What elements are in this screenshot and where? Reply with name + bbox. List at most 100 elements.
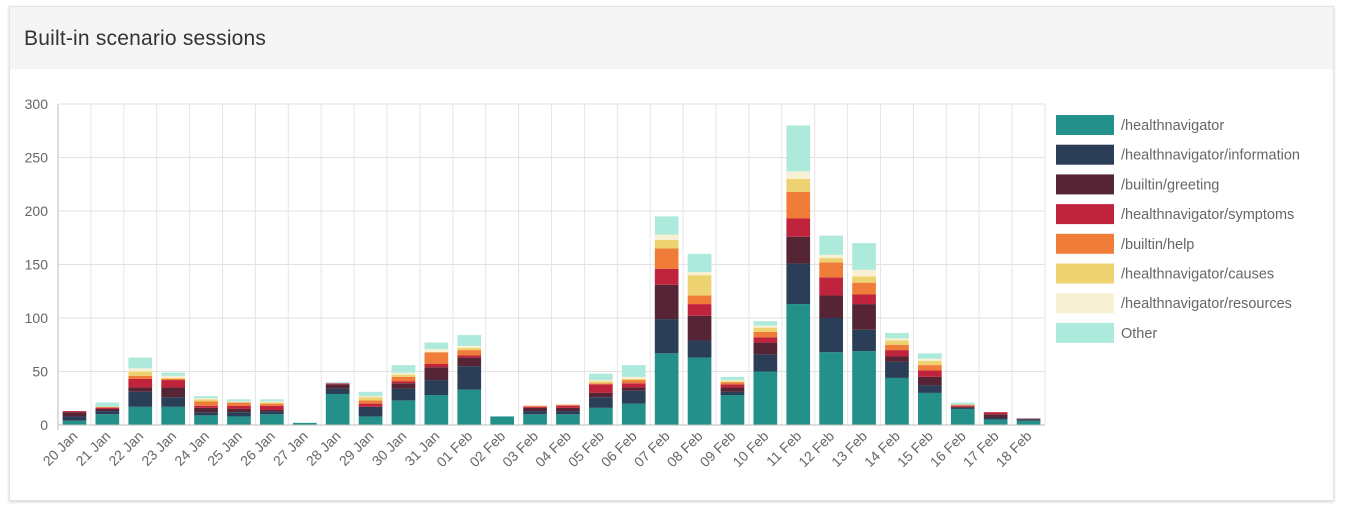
bar-segment[interactable] xyxy=(852,304,876,330)
bar-segment[interactable] xyxy=(720,384,745,388)
bar-segment[interactable] xyxy=(325,382,350,384)
bar-segment[interactable] xyxy=(424,364,449,368)
bar-segment[interactable] xyxy=(1016,419,1041,421)
legend-item[interactable]: /healthnavigator xyxy=(1056,115,1224,135)
bar-segment[interactable] xyxy=(819,258,843,263)
bar-segment[interactable] xyxy=(391,388,416,401)
bar-segment[interactable] xyxy=(260,403,284,406)
bar-segment[interactable] xyxy=(457,355,482,358)
bar-segment[interactable] xyxy=(194,399,218,402)
bar-segment[interactable] xyxy=(95,407,120,409)
bar-segment[interactable] xyxy=(852,282,876,295)
bar-segment[interactable] xyxy=(918,385,942,393)
bar-segment[interactable] xyxy=(325,384,350,389)
bar-segment[interactable] xyxy=(885,356,909,362)
bar-segment[interactable] xyxy=(687,304,712,316)
bar-segment[interactable] xyxy=(424,352,449,365)
bar-segment[interactable] xyxy=(589,397,613,408)
bar-segment[interactable] xyxy=(62,416,87,421)
bar-segment[interactable] xyxy=(523,414,547,425)
bar-segment[interactable] xyxy=(918,360,942,366)
bar-segment[interactable] xyxy=(918,392,942,425)
bar-segment[interactable] xyxy=(457,357,482,367)
bar-segment[interactable] xyxy=(720,382,745,385)
bar-segment[interactable] xyxy=(227,416,251,425)
bar-segment[interactable] xyxy=(885,332,909,339)
bar-segment[interactable] xyxy=(523,407,547,412)
bar-segment[interactable] xyxy=(786,218,811,237)
bar-segment[interactable] xyxy=(654,234,679,240)
bar-segment[interactable] xyxy=(457,350,482,356)
bar-segment[interactable] xyxy=(918,370,942,377)
bar-segment[interactable] xyxy=(852,294,876,305)
bar-segment[interactable] xyxy=(687,253,712,272)
bar-segment[interactable] xyxy=(950,404,975,406)
bar-segment[interactable] xyxy=(194,407,218,413)
legend-item[interactable]: /healthnavigator/symptoms xyxy=(1056,204,1294,225)
bar-segment[interactable] xyxy=(852,243,876,270)
bar-segment[interactable] xyxy=(819,295,843,318)
bar-segment[interactable] xyxy=(720,380,745,382)
bar-segment[interactable] xyxy=(95,408,120,412)
legend-item[interactable]: Other xyxy=(1056,322,1157,343)
bar-segment[interactable] xyxy=(391,400,416,425)
bar-segment[interactable] xyxy=(424,367,449,381)
bar-segment[interactable] xyxy=(62,412,87,417)
bar-segment[interactable] xyxy=(391,383,416,389)
bar-segment[interactable] xyxy=(753,327,778,332)
bar-segment[interactable] xyxy=(391,381,416,384)
bar-segment[interactable] xyxy=(391,372,416,375)
bar-segment[interactable] xyxy=(128,406,153,425)
bar-segment[interactable] xyxy=(687,271,712,276)
bar-segment[interactable] xyxy=(62,411,87,413)
bar-segment[interactable] xyxy=(786,263,811,305)
bar-segment[interactable] xyxy=(523,406,547,408)
bar-segment[interactable] xyxy=(621,365,646,377)
bar-segment[interactable] xyxy=(852,269,876,277)
bar-segment[interactable] xyxy=(753,354,778,372)
bar-segment[interactable] xyxy=(391,365,416,373)
bar-segment[interactable] xyxy=(260,399,284,402)
bar-segment[interactable] xyxy=(161,372,185,376)
bar-segment[interactable] xyxy=(950,402,975,405)
bar-segment[interactable] xyxy=(358,406,383,417)
bar-segment[interactable] xyxy=(589,384,613,393)
bar-segment[interactable] xyxy=(227,402,251,406)
bar-segment[interactable] xyxy=(227,412,251,417)
bar-segment[interactable] xyxy=(753,371,778,426)
bar-segment[interactable] xyxy=(589,380,613,382)
bar-segment[interactable] xyxy=(128,378,153,388)
bar-segment[interactable] xyxy=(950,405,975,407)
bar-segment[interactable] xyxy=(589,407,613,425)
bar-segment[interactable] xyxy=(687,340,712,358)
bar-segment[interactable] xyxy=(325,393,350,425)
bar-segment[interactable] xyxy=(161,375,185,378)
bar-segment[interactable] xyxy=(161,380,185,388)
bar-segment[interactable] xyxy=(918,376,942,386)
bar-segment[interactable] xyxy=(852,351,876,425)
bar-segment[interactable] xyxy=(358,396,383,398)
bar-segment[interactable] xyxy=(457,345,482,348)
bar-segment[interactable] xyxy=(753,331,778,338)
bar-segment[interactable] xyxy=(819,318,843,353)
bar-segment[interactable] xyxy=(918,353,942,359)
bar-segment[interactable] xyxy=(556,414,580,425)
bar-segment[interactable] xyxy=(194,405,218,408)
bar-segment[interactable] xyxy=(654,268,679,285)
bar-segment[interactable] xyxy=(621,387,646,391)
bar-segment[interactable] xyxy=(753,337,778,343)
bar-segment[interactable] xyxy=(983,414,1008,418)
bar-segment[interactable] xyxy=(95,406,120,408)
bar-segment[interactable] xyxy=(852,276,876,283)
bar-segment[interactable] xyxy=(358,397,383,401)
bar-segment[interactable] xyxy=(556,411,580,415)
bar-segment[interactable] xyxy=(194,401,218,406)
bar-segment[interactable] xyxy=(424,380,449,396)
bar-segment[interactable] xyxy=(391,374,416,377)
bar-segment[interactable] xyxy=(621,383,646,388)
bar-segment[interactable] xyxy=(161,377,185,379)
bar-segment[interactable] xyxy=(358,403,383,407)
bar-segment[interactable] xyxy=(227,408,251,413)
bar-segment[interactable] xyxy=(819,262,843,278)
bar-segment[interactable] xyxy=(885,361,909,378)
